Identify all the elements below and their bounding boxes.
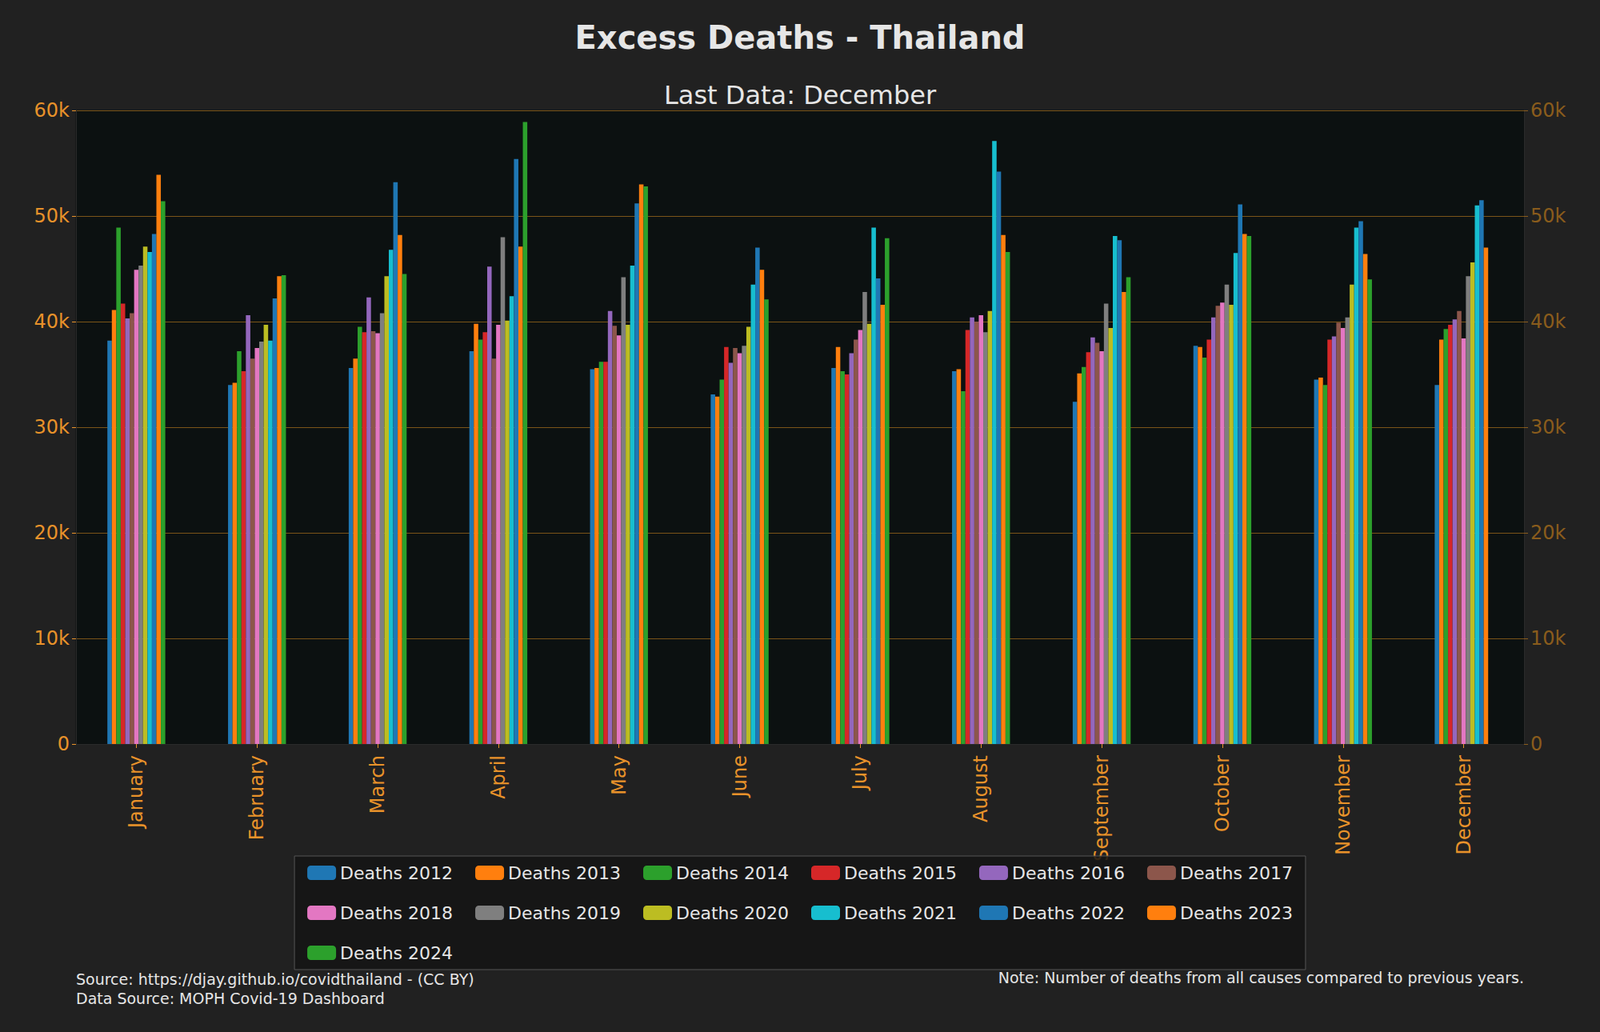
svg-text:50k: 50k (34, 204, 71, 228)
svg-text:Data Source: MOPH Covid-19 Das: Data Source: MOPH Covid-19 Dashboard (76, 989, 385, 1008)
svg-text:50k: 50k (1530, 204, 1567, 228)
svg-text:Deaths 2017: Deaths 2017 (1180, 863, 1293, 884)
svg-text:Deaths 2019: Deaths 2019 (508, 903, 621, 924)
svg-text:Deaths 2016: Deaths 2016 (1012, 863, 1125, 884)
svg-text:July: July (848, 755, 872, 792)
svg-text:Deaths 2021: Deaths 2021 (844, 903, 957, 924)
svg-text:September: September (1090, 755, 1113, 862)
svg-text:Note: Number of deaths from al: Note: Number of deaths from all causes c… (998, 968, 1524, 987)
svg-text:Deaths 2020: Deaths 2020 (676, 903, 789, 924)
svg-text:Excess Deaths - Thailand: Excess Deaths - Thailand (575, 19, 1026, 56)
svg-text:April: April (487, 755, 510, 800)
svg-text:Deaths 2014: Deaths 2014 (676, 863, 789, 884)
svg-text:10k: 10k (1530, 627, 1567, 650)
svg-text:Deaths 2013: Deaths 2013 (508, 863, 621, 884)
svg-text:20k: 20k (34, 521, 71, 544)
svg-text:Deaths 2018: Deaths 2018 (340, 903, 453, 924)
svg-text:Deaths 2024: Deaths 2024 (340, 943, 453, 964)
svg-text:June: June (728, 755, 752, 799)
svg-text:60k: 60k (1530, 99, 1567, 122)
svg-text:August: August (969, 755, 992, 823)
svg-text:Deaths 2023: Deaths 2023 (1180, 903, 1293, 924)
svg-text:40k: 40k (34, 310, 71, 333)
svg-text:January: January (124, 755, 148, 830)
svg-text:40k: 40k (1530, 310, 1567, 333)
svg-text:Deaths 2015: Deaths 2015 (844, 863, 957, 884)
svg-text:Deaths 2012: Deaths 2012 (340, 863, 453, 884)
svg-text:October: October (1211, 755, 1234, 832)
svg-text:February: February (245, 755, 268, 840)
svg-text:30k: 30k (1530, 416, 1567, 439)
svg-text:20k: 20k (1530, 521, 1567, 544)
svg-text:March: March (366, 755, 389, 814)
svg-text:60k: 60k (34, 99, 71, 122)
svg-text:Last Data: December: Last Data: December (664, 80, 937, 111)
svg-text:Deaths 2022: Deaths 2022 (1012, 903, 1125, 924)
svg-text:November: November (1332, 755, 1355, 856)
svg-text:May: May (608, 755, 631, 796)
svg-text:0: 0 (1530, 732, 1543, 756)
svg-text:December: December (1452, 755, 1476, 856)
svg-text:0: 0 (57, 732, 70, 756)
svg-text:Source: https://djay.github.io: Source: https://djay.github.io/covidthai… (76, 970, 475, 988)
svg-text:30k: 30k (34, 416, 71, 439)
svg-text:10k: 10k (34, 627, 71, 650)
